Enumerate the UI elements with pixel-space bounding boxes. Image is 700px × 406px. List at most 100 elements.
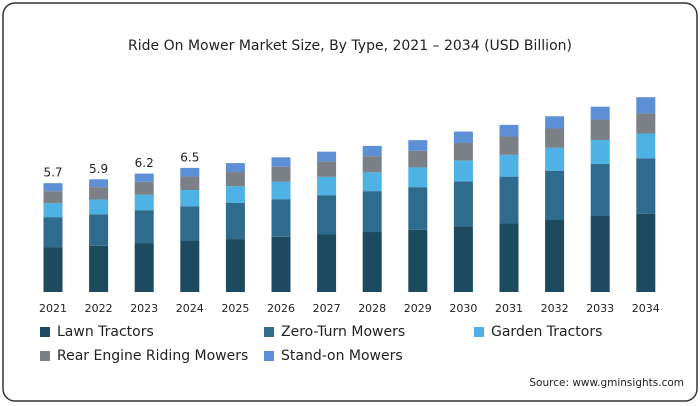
bar-segment <box>453 143 473 161</box>
bar-segment <box>43 183 63 192</box>
legend-label: Stand-on Mowers <box>281 348 403 364</box>
bar-segment <box>180 176 200 191</box>
frame <box>2 2 698 402</box>
bar-segment <box>636 97 656 114</box>
bar-segment <box>225 239 245 292</box>
x-tick-label: 2027 <box>313 302 341 315</box>
bar-segment <box>545 219 565 292</box>
x-tick-label: 2025 <box>221 302 249 315</box>
bar-segment <box>590 164 610 216</box>
bar-segment <box>453 160 473 182</box>
bar-segment <box>636 133 656 159</box>
legend-swatch <box>264 351 274 361</box>
bar-segment <box>317 176 337 196</box>
legend-label: Rear Engine Riding Mowers <box>57 348 248 364</box>
bar-segment <box>134 243 154 292</box>
legend-label: Garden Tractors <box>491 324 602 340</box>
bar-segment <box>545 116 565 129</box>
bar-segment <box>408 167 428 188</box>
bar-segment <box>271 199 291 237</box>
bar-segment <box>134 194 154 211</box>
bar-segment <box>362 232 382 292</box>
bar-segment <box>590 106 610 120</box>
bar-segment <box>180 241 200 292</box>
bar-segment <box>590 215 610 292</box>
bar-segment <box>545 147 565 171</box>
bar-segment <box>317 161 337 177</box>
legend-label: Zero-Turn Mowers <box>281 324 405 340</box>
total-label: 5.9 <box>89 162 108 176</box>
bar-segment <box>89 214 109 246</box>
bar-segment <box>453 131 473 144</box>
bar-segment <box>590 139 610 165</box>
bar-segment <box>636 158 656 214</box>
x-tick-label: 2021 <box>39 302 67 315</box>
bar-segment <box>590 119 610 140</box>
bar-segment <box>408 229 428 292</box>
bar-segment <box>317 195 337 235</box>
x-tick-label: 2034 <box>632 302 660 315</box>
x-tick-label: 2030 <box>449 302 477 315</box>
bar-segment <box>453 181 473 227</box>
bar-segment <box>271 181 291 200</box>
legend-swatch <box>264 327 274 337</box>
bar-segment <box>362 156 382 173</box>
x-tick-label: 2026 <box>267 302 295 315</box>
bar-segment <box>362 145 382 157</box>
x-tick-label: 2032 <box>541 302 569 315</box>
total-label: 6.5 <box>180 150 199 164</box>
bar-segment <box>43 217 63 248</box>
bar-segment <box>225 172 245 187</box>
bar-segment <box>43 191 63 204</box>
bar-segment <box>89 199 109 215</box>
bar-segment <box>43 203 63 218</box>
legend-swatch <box>40 351 50 361</box>
bar-segment <box>89 187 109 200</box>
bar-segment <box>225 163 245 173</box>
bar-segment <box>134 210 154 244</box>
legend-swatch <box>40 327 50 337</box>
x-tick-label: 2028 <box>358 302 386 315</box>
bar-segment <box>453 226 473 292</box>
x-tick-label: 2029 <box>404 302 432 315</box>
x-tick-label: 2031 <box>495 302 523 315</box>
legend-swatch <box>474 327 484 337</box>
x-tick-label: 2024 <box>176 302 204 315</box>
bar-segment <box>499 154 519 177</box>
bar-segment <box>408 150 428 168</box>
bar-segment <box>636 213 656 292</box>
bar-segment <box>545 128 565 148</box>
bar-segment <box>180 190 200 207</box>
bar-segment <box>636 113 656 134</box>
bar-segment <box>89 179 109 188</box>
bar-segment <box>545 170 565 220</box>
x-tick-label: 2033 <box>586 302 614 315</box>
bar-segment <box>180 206 200 242</box>
bar-segment <box>362 172 382 192</box>
bar-segment <box>499 176 519 224</box>
bar-segment <box>499 223 519 292</box>
bar-segment <box>499 124 519 137</box>
bar-segment <box>180 167 200 177</box>
total-label: 5.7 <box>43 166 62 180</box>
bar-segment <box>225 186 245 203</box>
total-label: 6.2 <box>135 156 154 170</box>
bar-segment <box>317 151 337 162</box>
bar-segment <box>225 202 245 240</box>
bar-segment <box>271 157 291 167</box>
bar-segment <box>271 236 291 292</box>
bar-segment <box>408 187 428 230</box>
bar-segment <box>362 191 382 233</box>
legend-label: Lawn Tractors <box>57 324 154 340</box>
x-tick-label: 2023 <box>130 302 158 315</box>
x-tick-label: 2022 <box>85 302 113 315</box>
source: Source: www.gminsights.com <box>529 377 684 389</box>
bar-segment <box>134 181 154 195</box>
bar-segment <box>271 166 291 182</box>
bar-segment <box>134 173 154 182</box>
bar-segment <box>317 234 337 292</box>
bar-segment <box>43 247 63 292</box>
chart-title: Ride On Mower Market Size, By Type, 2021… <box>128 38 572 54</box>
bar-segment <box>89 245 109 292</box>
